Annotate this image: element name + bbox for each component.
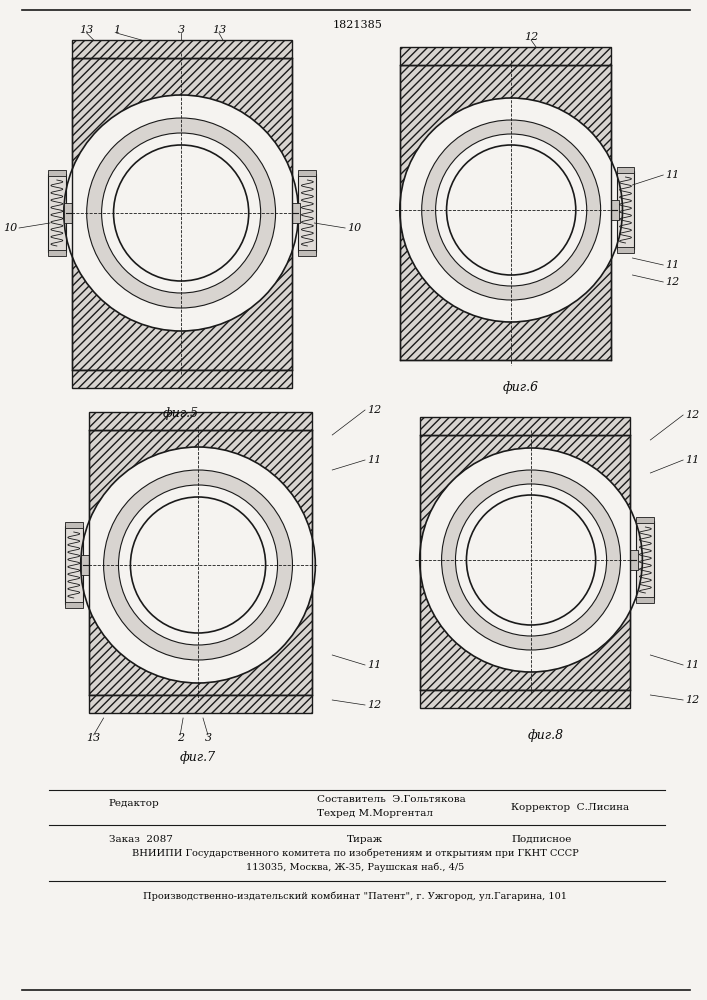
Bar (611, 200, 619, 220)
Text: 3: 3 (177, 25, 185, 35)
Bar (88, 412, 312, 430)
Circle shape (87, 118, 276, 308)
Text: 12: 12 (685, 695, 699, 705)
Text: 11: 11 (665, 260, 679, 270)
Circle shape (467, 495, 596, 625)
Text: фиг.5: фиг.5 (163, 406, 199, 420)
Text: 113035, Москва, Ж-35, Раушская наб., 4/5: 113035, Москва, Ж-35, Раушская наб., 4/5 (246, 862, 464, 872)
Text: фиг.8: фиг.8 (528, 730, 564, 742)
Bar (298, 174, 316, 252)
Text: Корректор  С.Лисина: Корректор С.Лисина (511, 802, 629, 812)
Circle shape (81, 447, 315, 683)
Text: 12: 12 (524, 32, 538, 42)
Bar (81, 555, 88, 575)
Circle shape (119, 485, 278, 645)
Circle shape (114, 145, 249, 281)
Text: 11: 11 (685, 455, 699, 465)
Bar (293, 203, 300, 223)
Bar (631, 550, 638, 570)
Bar (48, 170, 66, 176)
Bar (298, 250, 316, 256)
Circle shape (130, 497, 266, 633)
Bar (617, 247, 634, 253)
Text: 11: 11 (685, 660, 699, 670)
Text: 11: 11 (665, 170, 679, 180)
Text: 3: 3 (204, 733, 211, 743)
Circle shape (455, 484, 607, 636)
Bar (636, 521, 654, 599)
Text: фиг.6: фиг.6 (503, 381, 539, 394)
Bar (617, 167, 634, 173)
Bar (72, 40, 293, 58)
Bar (72, 370, 293, 388)
Text: Тираж: Тираж (347, 834, 383, 844)
Bar (72, 58, 293, 370)
Circle shape (64, 95, 298, 331)
Circle shape (436, 134, 587, 286)
Bar (64, 203, 72, 223)
Text: Заказ  2087: Заказ 2087 (109, 834, 173, 844)
Bar (420, 417, 631, 435)
Circle shape (104, 470, 293, 660)
Bar (420, 435, 631, 690)
Bar (65, 522, 83, 528)
Text: Техред М.Моргентал: Техред М.Моргентал (317, 810, 433, 818)
Text: 12: 12 (665, 277, 679, 287)
Bar (65, 526, 83, 604)
Circle shape (420, 448, 643, 672)
Circle shape (442, 470, 621, 650)
Bar (298, 170, 316, 176)
Text: 13: 13 (86, 733, 101, 743)
Text: Производственно-издательский комбинат "Патент", г. Ужгород, ул.Гагарина, 101: Производственно-издательский комбинат "П… (143, 891, 567, 901)
Bar (48, 250, 66, 256)
Text: 12: 12 (367, 700, 381, 710)
Text: 2: 2 (177, 733, 184, 743)
Circle shape (447, 145, 575, 275)
Bar (636, 517, 654, 523)
Circle shape (102, 133, 261, 293)
Text: 1821385: 1821385 (332, 20, 382, 30)
Text: 10: 10 (3, 223, 17, 233)
Text: 11: 11 (367, 455, 381, 465)
Text: ВНИИПИ Государственного комитета по изобретениям и открытиям при ГКНТ СССР: ВНИИПИ Государственного комитета по изоб… (132, 848, 578, 858)
Bar (400, 65, 611, 360)
Text: 10: 10 (347, 223, 361, 233)
Bar (88, 430, 312, 695)
Bar (420, 690, 631, 708)
Text: 13: 13 (212, 25, 226, 35)
Bar (400, 47, 611, 65)
Bar (48, 174, 66, 252)
Text: фиг.7: фиг.7 (180, 752, 216, 764)
Circle shape (400, 98, 622, 322)
Bar (65, 602, 83, 608)
Text: Редактор: Редактор (109, 800, 159, 808)
Text: 1: 1 (113, 25, 120, 35)
Text: 11: 11 (367, 660, 381, 670)
Text: 12: 12 (367, 405, 381, 415)
Bar (636, 597, 654, 603)
Bar (88, 695, 312, 713)
Bar (617, 171, 634, 249)
Text: 13: 13 (80, 25, 94, 35)
Text: 12: 12 (685, 410, 699, 420)
Text: Подписное: Подписное (511, 834, 571, 844)
Text: Составитель  Э.Гольтякова: Составитель Э.Гольтякова (317, 796, 466, 804)
Circle shape (421, 120, 601, 300)
